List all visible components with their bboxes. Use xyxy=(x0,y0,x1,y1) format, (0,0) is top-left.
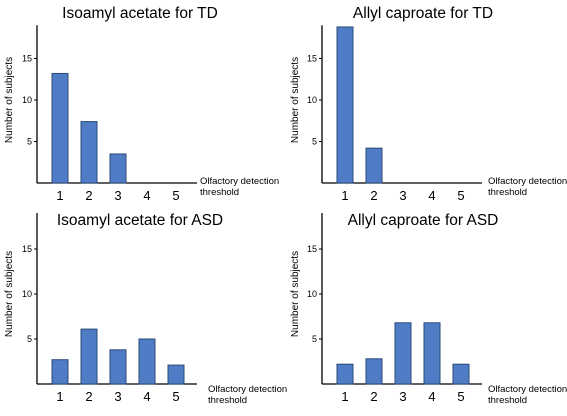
x-axis-label-line1: Olfactory detection xyxy=(208,384,287,395)
x-tick-label: 1 xyxy=(341,389,348,404)
x-tick-label: 1 xyxy=(56,389,63,404)
y-tick-label: 5 xyxy=(312,334,317,344)
bar-5 xyxy=(452,363,470,385)
x-tick-label: 5 xyxy=(457,389,464,404)
x-tick-label: 5 xyxy=(457,188,464,203)
x-tick-label: 2 xyxy=(370,389,377,404)
x-tick-label: 5 xyxy=(172,188,179,203)
x-tick-label: 2 xyxy=(85,188,92,203)
y-tick-label: 15 xyxy=(307,244,317,254)
chart-panel-2: Allyl caproate for TD Number of subjects 5… xyxy=(290,5,567,203)
chart-title: Allyl caproate for TD xyxy=(353,5,493,22)
x-tick-label: 4 xyxy=(428,188,435,203)
x-tick-label: 1 xyxy=(341,188,348,203)
chart-panel-1: Isoamyl acetate for TD Number of subjects… xyxy=(4,5,279,203)
y-axis-label: Number of subjects xyxy=(4,57,15,143)
chart-title: Isoamyl acetate for TD xyxy=(62,5,218,22)
x-axis-label-line2: threshold xyxy=(488,187,527,198)
x-tick-label: 3 xyxy=(399,389,406,404)
y-axis-label: Number of subjects xyxy=(290,57,301,143)
x-axis-label-line1: Olfactory detection xyxy=(200,176,279,187)
y-tick-label: 5 xyxy=(312,137,317,147)
bar-4 xyxy=(138,338,156,385)
y-tick-label: 10 xyxy=(307,95,317,105)
bar-1 xyxy=(51,72,69,184)
y-tick-label: 5 xyxy=(27,137,32,147)
chart-title: Allyl caproate for ASD xyxy=(348,212,499,229)
x-tick-label: 2 xyxy=(370,188,377,203)
y-tick-label: 10 xyxy=(22,95,32,105)
x-axis-label-line1: Olfactory detection xyxy=(488,384,567,395)
bar-3 xyxy=(109,349,127,385)
x-axis-label-line2: threshold xyxy=(488,395,527,406)
y-tick-label: 15 xyxy=(22,54,32,64)
y-tick-label: 15 xyxy=(22,244,32,254)
bar-3 xyxy=(394,322,412,385)
bar-5 xyxy=(167,364,185,385)
x-tick-label: 4 xyxy=(143,188,150,203)
y-tick-label: 10 xyxy=(307,289,317,299)
x-axis-label-line1: Olfactory detection xyxy=(488,176,567,187)
x-tick-label: 3 xyxy=(114,188,121,203)
bar-3 xyxy=(109,153,127,184)
x-tick-label: 5 xyxy=(172,389,179,404)
y-tick-label: 15 xyxy=(307,54,317,64)
bar-4 xyxy=(423,322,441,385)
x-tick-label: 3 xyxy=(399,188,406,203)
x-tick-label: 3 xyxy=(114,389,121,404)
bar-2 xyxy=(365,147,383,184)
x-tick-label: 4 xyxy=(428,389,435,404)
x-tick-label: 1 xyxy=(56,188,63,203)
y-tick-label: 5 xyxy=(27,334,32,344)
bar-1 xyxy=(336,363,354,385)
chart-title: Isoamyl acetate for ASD xyxy=(57,212,223,229)
bar-1 xyxy=(336,26,354,184)
chart-panel-3: Isoamyl acetate for ASD Number of subject… xyxy=(4,212,287,406)
y-axis-label: Number of subjects xyxy=(290,251,301,337)
bar-2 xyxy=(80,328,98,385)
bar-2 xyxy=(365,358,383,385)
x-tick-label: 4 xyxy=(143,389,150,404)
x-axis-label-line2: threshold xyxy=(200,187,239,198)
bar-2 xyxy=(80,121,98,184)
chart-panel-4: Allyl caproate for ASD Number of subjects… xyxy=(290,212,567,406)
y-axis-label: Number of subjects xyxy=(4,251,15,337)
x-tick-label: 2 xyxy=(85,389,92,404)
x-axis-label-line2: threshold xyxy=(208,395,247,406)
bar-1 xyxy=(51,359,69,385)
y-tick-label: 10 xyxy=(22,289,32,299)
